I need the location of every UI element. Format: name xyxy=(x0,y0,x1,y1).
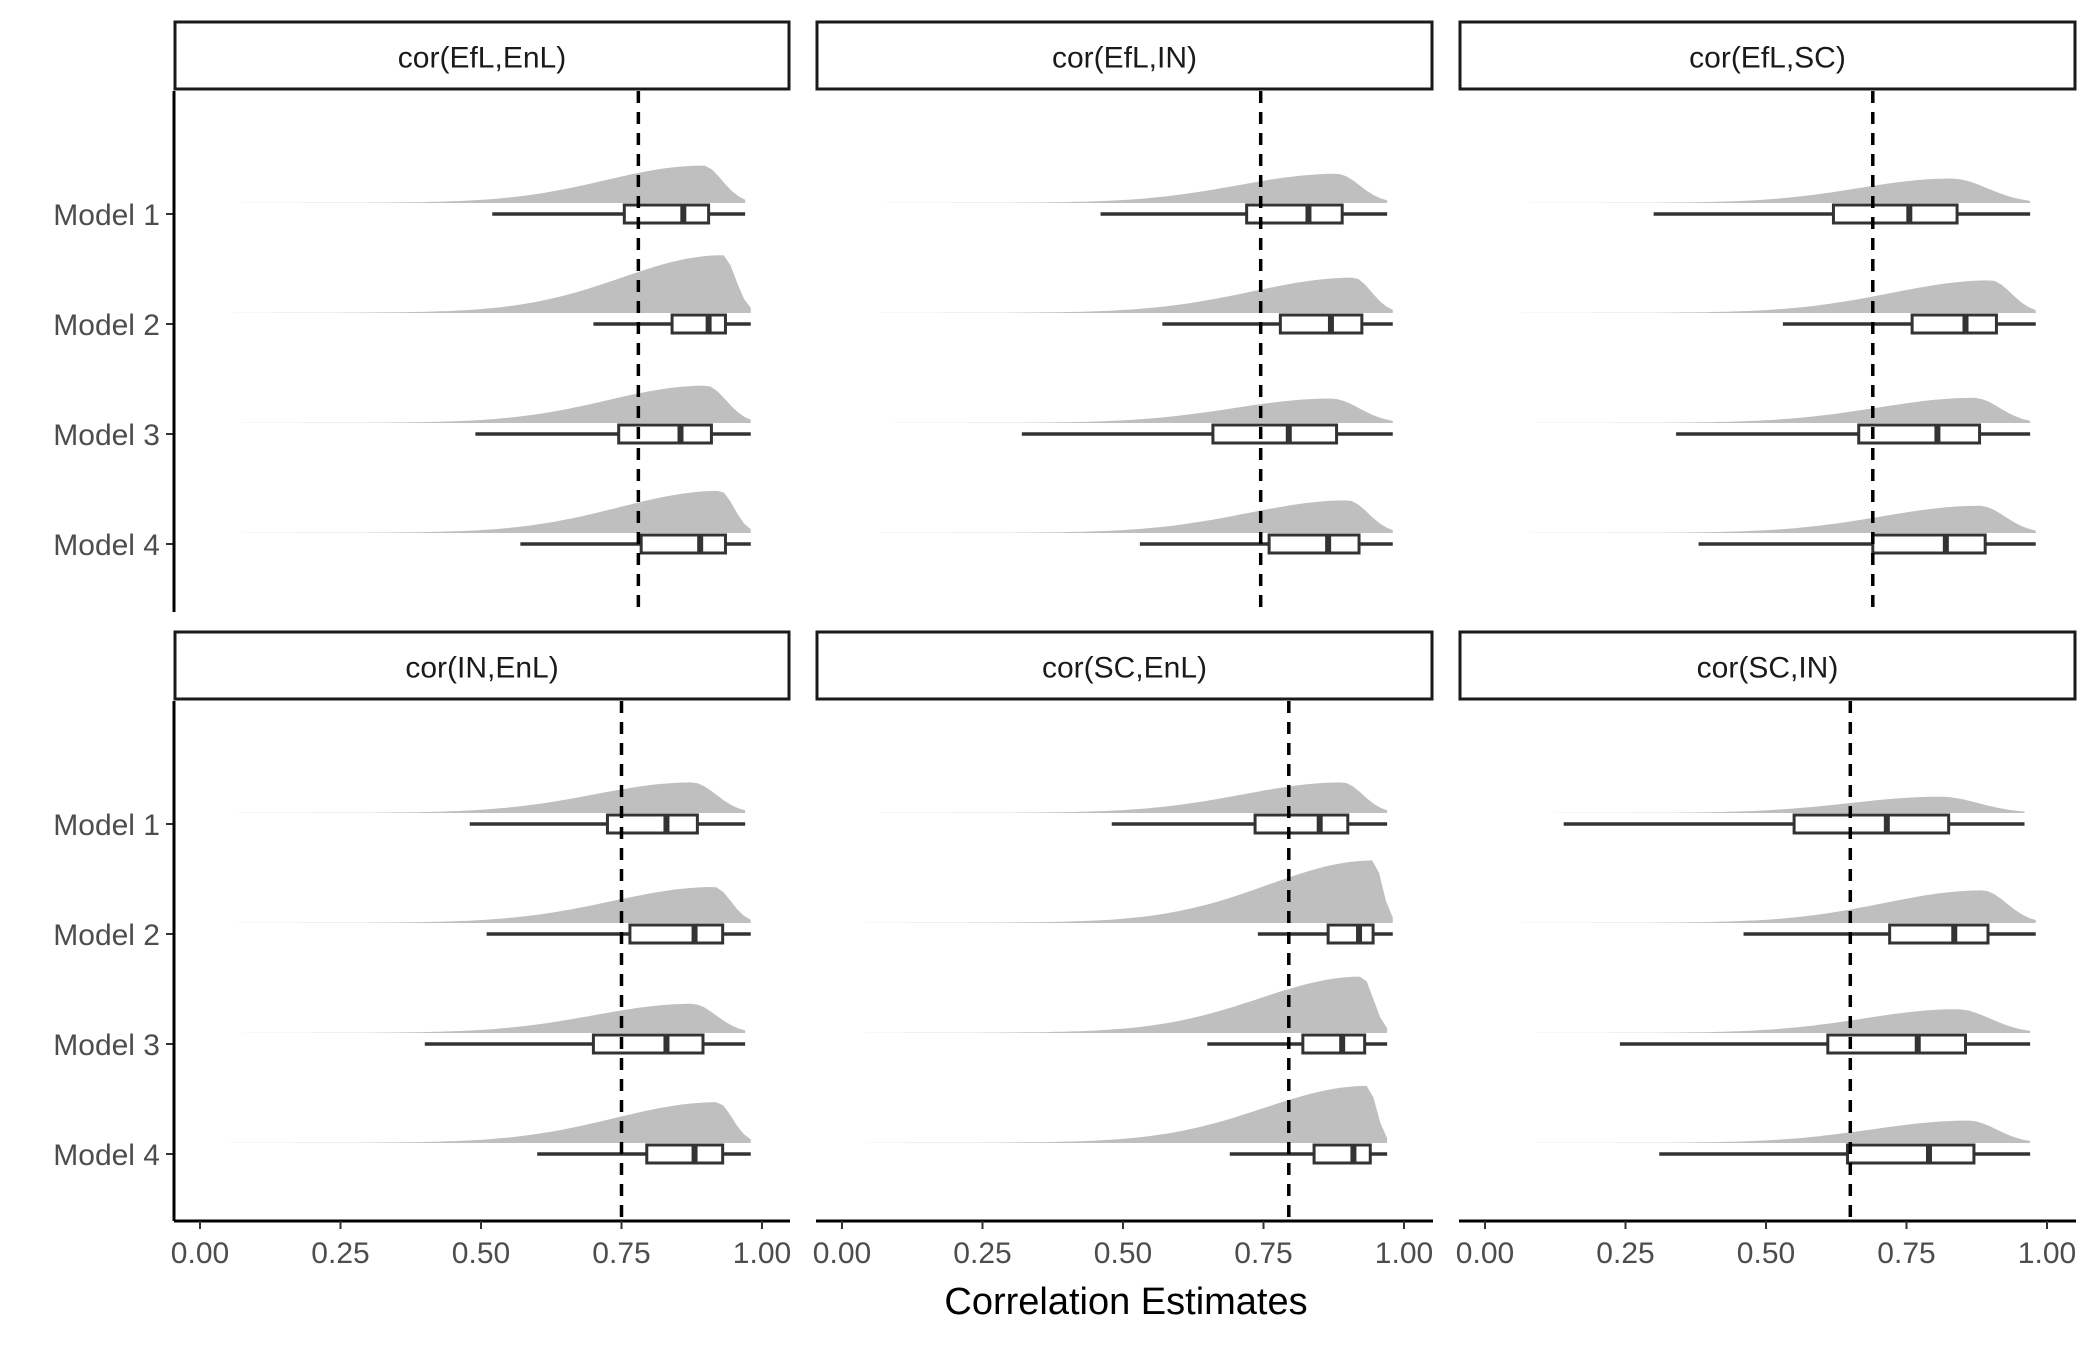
y-tick-label: Model 4 xyxy=(53,529,160,562)
facet-strip-label: cor(EfL,EnL) xyxy=(398,42,566,75)
facet-strip xyxy=(1458,630,2077,701)
x-axis-title: Correlation Estimates xyxy=(944,1281,1307,1323)
iqr-box xyxy=(1253,813,1350,835)
density-ridge xyxy=(1485,1009,2031,1033)
iqr-box xyxy=(1792,813,1951,835)
facet-strip xyxy=(815,630,1434,701)
iqr-box xyxy=(622,203,711,225)
y-tick-label: Model 4 xyxy=(53,1139,160,1172)
facet-strip-label: cor(SC,EnL) xyxy=(1042,652,1207,685)
facet-strip xyxy=(173,20,791,91)
facet-strip-label: cor(IN,EnL) xyxy=(405,652,558,685)
x-tick-label: 0.00 xyxy=(171,1237,229,1270)
x-tick-label: 0.25 xyxy=(953,1237,1011,1270)
density-ridge xyxy=(842,398,1393,423)
iqr-box xyxy=(1910,313,1998,335)
iqr-box xyxy=(639,533,727,555)
density-ridge xyxy=(1485,890,2036,923)
x-tick-label: 1.00 xyxy=(1375,1237,1433,1270)
facet-panel: cor(SC,EnL) 0.00 0.25 0.50 0.75 1.00 xyxy=(813,630,1434,1270)
y-tick-label: Model 2 xyxy=(53,309,160,342)
facet-panel: cor(EfL,SC) xyxy=(1458,20,2077,612)
density-ridge xyxy=(200,782,746,813)
density-ridge xyxy=(842,860,1393,923)
density-ridge xyxy=(1485,280,2036,313)
facet-panel: cor(EfL,EnL) Model 1 Model 2 Model 3 Model 4 xyxy=(53,20,791,612)
iqr-box xyxy=(1245,203,1344,225)
density-ridge xyxy=(200,1102,751,1143)
y-tick-label: Model 1 xyxy=(53,199,160,232)
x-tick-label: 0.00 xyxy=(1456,1237,1514,1270)
facet-strip-label: cor(EfL,SC) xyxy=(1689,42,1846,75)
x-tick-label: 1.00 xyxy=(733,1237,791,1270)
density-ridge xyxy=(1485,796,2025,813)
y-tick-label: Model 3 xyxy=(53,419,160,452)
y-tick-label: Model 2 xyxy=(53,919,160,952)
facet-panel: cor(EfL,IN) xyxy=(815,20,1434,612)
density-ridge xyxy=(211,255,751,313)
iqr-box xyxy=(1301,1033,1367,1055)
density-ridge xyxy=(842,173,1388,203)
iqr-box xyxy=(617,423,713,445)
iqr-box xyxy=(1826,1033,1968,1055)
iqr-box xyxy=(605,813,699,835)
density-ridge xyxy=(211,490,751,533)
density-ridge xyxy=(211,385,751,423)
x-tick-label: 1.00 xyxy=(2018,1237,2076,1270)
x-tick-label: 0.00 xyxy=(813,1237,871,1270)
facet-strip-label: cor(EfL,IN) xyxy=(1052,42,1197,75)
iqr-box xyxy=(1267,533,1361,555)
density-ridge xyxy=(1485,1120,2031,1143)
facet-strip xyxy=(1458,20,2077,91)
iqr-box xyxy=(1888,923,1990,945)
y-tick-label: Model 1 xyxy=(53,809,160,842)
iqr-box xyxy=(591,1033,705,1055)
density-ridge xyxy=(200,887,751,923)
density-ridge xyxy=(1485,178,2031,203)
iqr-box xyxy=(1326,923,1375,945)
facet-panel: cor(IN,EnL) Model 1 Model 2 Model 3 Model 4 0… xyxy=(53,630,791,1270)
iqr-box xyxy=(1857,423,1982,445)
iqr-box xyxy=(645,1143,725,1165)
y-tick-label: Model 3 xyxy=(53,1029,160,1062)
iqr-box xyxy=(1831,203,1959,225)
x-tick-label: 0.75 xyxy=(1877,1237,1935,1270)
x-tick-label: 0.50 xyxy=(1737,1237,1795,1270)
x-tick-label: 0.75 xyxy=(592,1237,650,1270)
iqr-box xyxy=(1312,1143,1372,1165)
iqr-box xyxy=(1211,423,1339,445)
x-tick-label: 0.50 xyxy=(1094,1237,1152,1270)
iqr-box xyxy=(1278,313,1364,335)
density-ridge xyxy=(211,165,746,203)
density-ridge xyxy=(1485,505,2036,533)
iqr-box xyxy=(628,923,725,945)
iqr-box xyxy=(670,313,727,335)
x-tick-label: 0.25 xyxy=(1596,1237,1654,1270)
density-ridge xyxy=(1485,397,2031,423)
iqr-box xyxy=(1845,1143,1976,1165)
density-ridge xyxy=(842,1085,1388,1143)
density-ridge xyxy=(842,976,1388,1033)
facet-strip xyxy=(173,630,791,701)
density-ridge xyxy=(200,1003,746,1033)
x-tick-label: 0.50 xyxy=(452,1237,510,1270)
facet-strip-label: cor(SC,IN) xyxy=(1697,652,1839,685)
x-tick-label: 0.25 xyxy=(311,1237,369,1270)
density-ridge xyxy=(842,782,1388,813)
iqr-box xyxy=(1871,533,1987,555)
facet-strip xyxy=(815,20,1434,91)
density-ridge xyxy=(842,500,1393,533)
x-tick-label: 0.75 xyxy=(1234,1237,1292,1270)
facet-panel: cor(SC,IN) 0.00 0.25 0.50 0.75 1.00 xyxy=(1456,630,2077,1270)
density-ridge xyxy=(842,277,1393,313)
